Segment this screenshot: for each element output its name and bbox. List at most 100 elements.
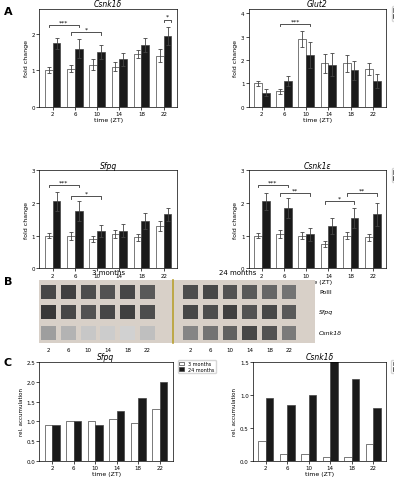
Bar [66,421,74,461]
Bar [373,408,381,461]
Bar [284,82,292,108]
Bar [156,227,164,269]
X-axis label: time (ZT): time (ZT) [305,471,334,476]
Text: ***: *** [59,180,69,185]
Bar [89,240,97,269]
Bar [323,457,330,461]
Bar [343,64,351,108]
Y-axis label: rel. accumulation: rel. accumulation [232,388,237,435]
Text: 18: 18 [266,347,273,352]
Bar [321,64,329,108]
Bar [131,423,138,461]
Title: Csnk1ε: Csnk1ε [303,161,331,170]
Bar [329,227,336,269]
Bar [344,457,352,461]
Text: 10: 10 [227,347,234,352]
Bar [352,379,359,461]
X-axis label: time (ZT): time (ZT) [94,279,123,284]
X-axis label: time (ZT): time (ZT) [91,471,121,476]
Bar [53,202,61,269]
X-axis label: time (ZT): time (ZT) [303,279,332,284]
Bar [160,382,167,461]
Bar [287,405,295,461]
Bar [112,235,119,269]
Legend: 3m, 24m: 3m, 24m [392,8,394,22]
Text: B: B [4,276,12,286]
Bar [373,215,381,269]
Text: A: A [4,7,13,17]
Bar [309,395,316,461]
Text: 10: 10 [85,347,92,352]
Legend: 3 months, 24 months: 3 months, 24 months [391,360,394,373]
Title: Csnk1δ: Csnk1δ [305,353,333,361]
Bar [306,56,314,108]
Title: Sfpq: Sfpq [97,353,115,361]
Text: *: * [84,192,87,196]
Text: 2: 2 [47,347,50,352]
Text: ***: *** [268,180,278,185]
Text: 6: 6 [67,347,70,352]
Bar [301,454,309,461]
X-axis label: time (ZT): time (ZT) [94,118,123,123]
Bar [109,420,117,461]
Bar [112,68,119,108]
Text: *: * [166,15,169,20]
Bar [141,222,149,269]
Legend: 3 months, 24 months: 3 months, 24 months [178,360,216,373]
Bar [117,411,125,461]
Bar [351,218,359,269]
Text: 2: 2 [189,347,192,352]
Bar [152,409,160,461]
Y-axis label: fold change: fold change [24,40,29,77]
Text: 24 months: 24 months [219,269,256,275]
Bar [88,421,95,461]
Bar [164,215,171,269]
Text: 22: 22 [144,347,151,352]
Bar [97,231,105,269]
Text: **: ** [292,188,298,193]
Bar [351,72,359,108]
Bar [330,356,338,461]
Bar [119,60,127,108]
Bar [373,82,381,108]
Bar [276,92,284,108]
Bar [45,236,53,269]
Y-axis label: fold change: fold change [233,40,238,77]
Bar [266,398,273,461]
Bar [134,238,141,269]
Bar [75,49,83,108]
Bar [164,37,171,108]
Bar [141,46,149,108]
Bar [276,235,284,269]
Text: 18: 18 [124,347,131,352]
Bar [45,71,53,108]
Bar [97,53,105,108]
Bar [262,202,269,269]
Bar [306,235,314,269]
Title: Csnk1δ: Csnk1δ [94,0,122,9]
Bar [284,208,292,269]
Y-axis label: fold change: fold change [233,202,238,239]
Text: *: * [338,196,341,201]
Bar [365,70,373,108]
Text: PolII: PolII [319,289,332,295]
Text: ***: *** [59,20,69,25]
Text: ***: *** [290,19,300,24]
Bar [321,244,329,269]
Bar [138,398,146,461]
Text: Sfpq: Sfpq [319,310,333,314]
Bar [366,444,373,461]
Bar [52,425,60,461]
Text: 22: 22 [286,347,293,352]
Bar [89,66,97,108]
Bar [95,425,103,461]
Bar [258,441,266,461]
Bar [262,94,269,108]
Bar [280,454,287,461]
Bar [67,70,75,108]
Bar [329,65,336,108]
Text: **: ** [359,188,365,193]
Y-axis label: fold change: fold change [24,202,29,239]
Bar [134,55,141,108]
Bar [67,236,75,269]
